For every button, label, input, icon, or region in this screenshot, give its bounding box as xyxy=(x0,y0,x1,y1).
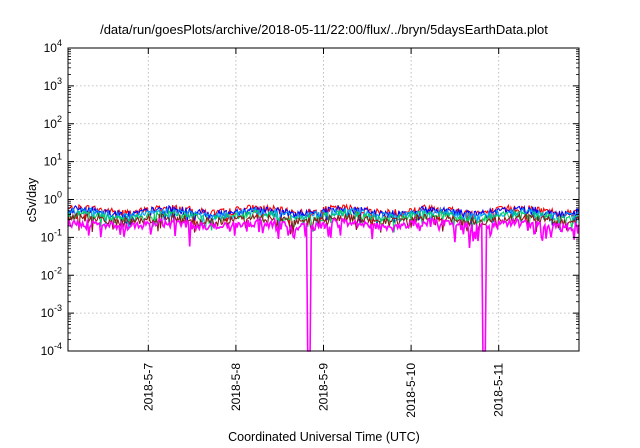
x-axis-ticks: 2018-5-7 2018-5-8 2018-5-9 2018-5-10 2018-5-… xyxy=(141,48,506,418)
flux-series-line xyxy=(67,216,580,352)
y-tick-label: 10-4 xyxy=(41,341,62,358)
plot-area xyxy=(67,203,580,352)
flux-series-line xyxy=(67,208,580,233)
y-axis-label: cSv/day xyxy=(25,177,39,222)
x-tick-label: 2018-5-9 xyxy=(317,363,331,411)
x-tick-label: 2018-5-7 xyxy=(141,363,155,411)
flux-series-line xyxy=(67,204,580,229)
grid xyxy=(68,48,579,351)
flux-series-line xyxy=(67,206,580,231)
y-tick-label: 101 xyxy=(44,152,62,169)
y-axis-ticks: 10-4 10-3 10-2 10-1 100 101 102 103 104 xyxy=(41,38,579,358)
x-tick-label: 2018-5-11 xyxy=(492,363,506,417)
y-tick-label: 103 xyxy=(44,76,62,93)
x-axis-label: Coordinated Universal Time (UTC) xyxy=(228,430,420,444)
y-tick-label: 10-2 xyxy=(41,265,62,282)
y-tick-label: 10-3 xyxy=(41,303,62,320)
x-tick-label: 2018-5-8 xyxy=(229,363,243,411)
y-tick-label: 100 xyxy=(44,190,62,207)
y-tick-label: 10-1 xyxy=(41,227,62,244)
x-tick-label: 2018-5-10 xyxy=(404,363,418,418)
y-tick-label: 102 xyxy=(44,114,62,131)
chart-title: /data/run/goesPlots/archive/2018-05-11/2… xyxy=(100,22,548,37)
flux-series-line xyxy=(67,211,580,235)
y-tick-label: 104 xyxy=(44,38,62,55)
